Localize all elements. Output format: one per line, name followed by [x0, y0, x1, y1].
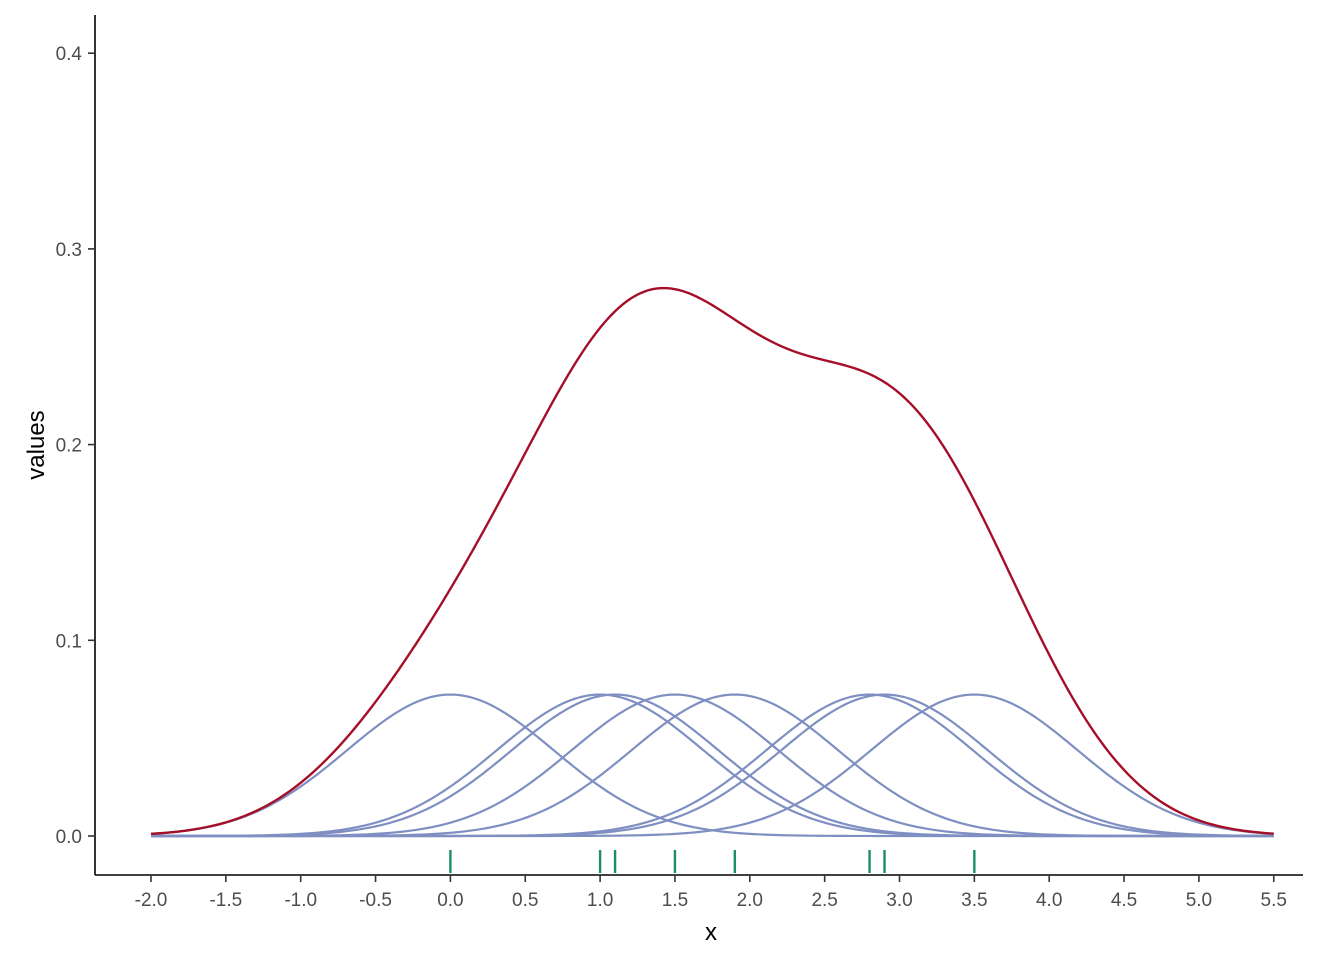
y-tick-label: 0.2 — [56, 436, 82, 457]
y-tick-label: 0.3 — [56, 240, 82, 261]
density-curve — [150, 286, 1274, 836]
x-tick-label: 0.0 — [437, 890, 463, 911]
x-axis-title: x — [705, 919, 717, 946]
x-tick-label: 5.5 — [1261, 890, 1287, 911]
y-tick-label: 0.4 — [56, 44, 83, 65]
rug-marks — [449, 850, 976, 873]
y-axis-ticks: 0.0 0.1 0.2 0.3 0.4 — [56, 44, 95, 848]
x-tick-label: 1.0 — [587, 890, 613, 911]
kernel-curves — [150, 693, 1274, 838]
x-tick-label: 2.0 — [737, 890, 763, 911]
x-tick-label: 3.0 — [886, 890, 912, 911]
x-tick-label: 0.5 — [512, 890, 538, 911]
x-tick-label: 4.0 — [1036, 890, 1062, 911]
density-curve-group — [150, 286, 1274, 836]
x-tick-label: 1.5 — [662, 890, 688, 911]
x-tick-label: 2.5 — [811, 890, 837, 911]
x-tick-label: -1.5 — [209, 890, 242, 911]
y-axis-title: values — [23, 410, 50, 479]
y-tick-label: 0.0 — [56, 827, 82, 848]
x-tick-label: -1.0 — [284, 890, 317, 911]
kernel-curve-8 — [151, 693, 1274, 838]
y-tick-label: 0.1 — [56, 631, 82, 652]
x-tick-label: 3.5 — [961, 890, 987, 911]
x-tick-label: 4.5 — [1111, 890, 1137, 911]
plot-area — [150, 286, 1274, 873]
x-tick-label: 5.0 — [1186, 890, 1212, 911]
x-tick-label: -0.5 — [359, 890, 392, 911]
x-tick-label: -2.0 — [135, 890, 168, 911]
x-axis-ticks: -2.0 -1.5 -1.0 -0.5 0.0 0.5 1.0 1.5 2.0 2.5 3.0 3.5… — [135, 875, 1287, 911]
